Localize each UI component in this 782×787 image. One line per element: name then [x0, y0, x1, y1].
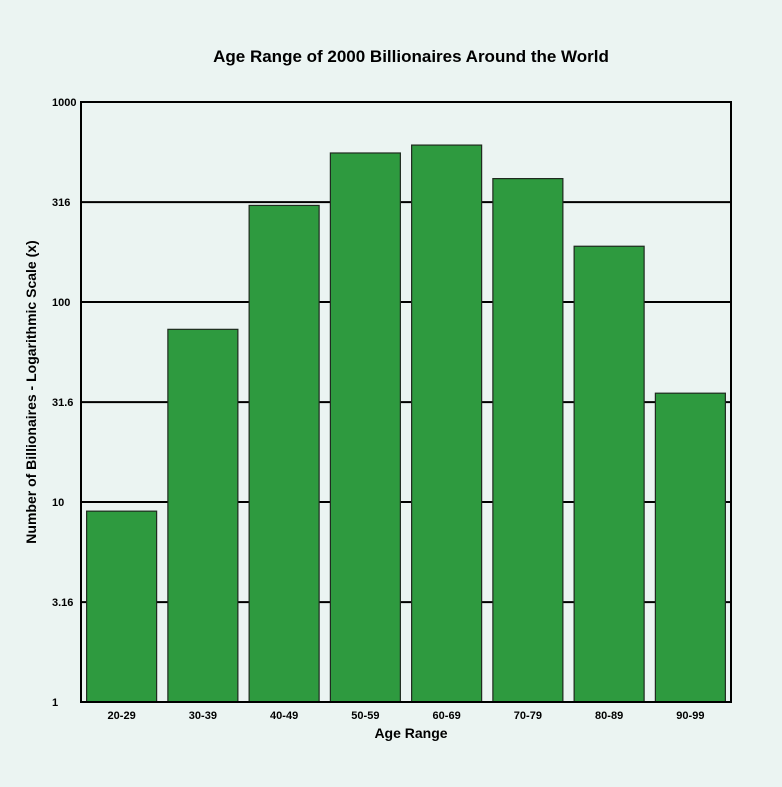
y-tick-label: 1000	[52, 97, 76, 109]
bar-70-79	[492, 177, 564, 703]
x-tick-label: 90-99	[676, 710, 704, 722]
y-tick-label: 100	[52, 297, 70, 309]
x-tick-label: 60-69	[433, 710, 461, 722]
y-tick-label: 3.16	[52, 597, 73, 609]
y-tick-label: 1	[52, 697, 58, 709]
bar-40-49	[248, 204, 320, 703]
x-tick-label: 70-79	[514, 710, 542, 722]
y-tick-label: 316	[52, 197, 70, 209]
x-tick-label: 20-29	[108, 710, 136, 722]
x-tick-label: 40-49	[270, 710, 298, 722]
bar-50-59	[329, 152, 401, 703]
bar-80-89	[573, 245, 645, 703]
chart-title: Age Range of 2000 Billionaires Around th…	[213, 47, 609, 66]
x-axis-label: Age Range	[374, 725, 447, 741]
bar-90-99	[654, 392, 726, 703]
plot-frame	[80, 101, 732, 703]
bars	[86, 144, 726, 703]
bar-30-39	[167, 328, 239, 703]
x-tick-label: 50-59	[351, 710, 379, 722]
bar-60-69	[411, 144, 483, 703]
y-axis-ticks: 1 3.16 10 31.6 100 316 1000	[52, 97, 76, 709]
x-tick-label: 30-39	[189, 710, 217, 722]
x-tick-label: 80-89	[595, 710, 623, 722]
bar-20-29	[86, 510, 158, 703]
y-tick-label: 10	[52, 497, 64, 509]
y-tick-label: 31.6	[52, 397, 73, 409]
y-axis-label: Number of Billionaires - Logarithmic Sca…	[23, 240, 39, 543]
x-axis-ticks: 20-29 30-39 40-49 50-59 60-69 70-79 80-89 90-99	[108, 710, 705, 722]
